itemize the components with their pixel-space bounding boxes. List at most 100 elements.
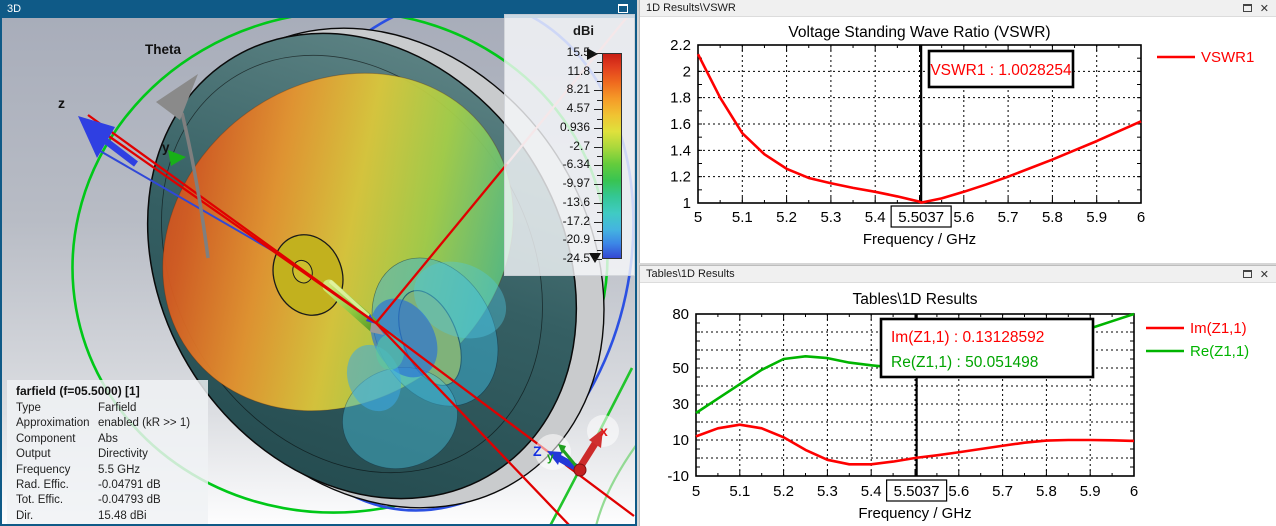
- vswr-panel-title: 1D Results\VSWR: [646, 2, 736, 14]
- triad-origin: [573, 463, 587, 477]
- z-arrowhead: [78, 116, 115, 158]
- x-tick-label: 5.7: [998, 209, 1019, 226]
- x-tick-label: 5.1: [732, 209, 753, 226]
- x-tick-label: 5.2: [776, 209, 797, 226]
- x-tick-label: 5.6: [948, 483, 969, 500]
- x-tick-label: 5.1: [729, 483, 750, 500]
- curve-Im(Z1,1)[interactable]: [695, 423, 1135, 466]
- x-tick-label: 5.6: [953, 209, 974, 226]
- vswr-chart[interactable]: Voltage Standing Wave Ratio (VSWR) 5 5.1 5.…: [640, 17, 1276, 263]
- side-lobe-teal: [376, 334, 404, 370]
- legend-label[interactable]: Re(Z1,1): [1190, 343, 1249, 360]
- y-axis-label: y: [162, 140, 170, 155]
- triad-z-label: Z: [533, 443, 542, 459]
- close-icon[interactable]: ✕: [1259, 3, 1269, 15]
- legend-label[interactable]: Im(Z1,1): [1190, 320, 1247, 337]
- marker-readout: VSWR1 : 1.0028254: [930, 62, 1072, 79]
- chart-title: Voltage Standing Wave Ratio (VSWR): [788, 24, 1050, 41]
- farfield-row: Frequency 5.5 GHz: [16, 463, 141, 476]
- maximize-icon[interactable]: [618, 4, 628, 13]
- farfield-title: farfield (f=05.5000) [1]: [16, 384, 140, 398]
- farfield-row: Component Abs: [16, 432, 118, 445]
- farfield-row: Dir. 15.48 dBi: [16, 509, 147, 522]
- legend-label[interactable]: VSWR1: [1201, 49, 1254, 66]
- triad-x-arrowhead: [589, 429, 603, 448]
- x-tick-label: 5: [694, 209, 702, 226]
- 3d-view-panel: 3D: [0, 0, 637, 526]
- 3d-panel-titlebar[interactable]: 3D: [0, 0, 637, 18]
- close-icon[interactable]: ✕: [1259, 269, 1269, 281]
- y-tick-label: 50: [672, 360, 689, 377]
- marker-x-value-box[interactable]: [890, 205, 952, 228]
- red-axis-line-3: [375, 163, 508, 324]
- x-tick-label: 5.9: [1086, 209, 1107, 226]
- marker-x-value: 5.5037: [898, 209, 944, 226]
- colorbar-tick-label: 0.936: [559, 119, 590, 134]
- y-tick-label: 2.2: [670, 37, 691, 54]
- colorbar-tick-label: -2.7: [569, 138, 590, 153]
- x-tick-label: 5.9: [1080, 483, 1101, 500]
- triad-z-arrowhead: [547, 451, 562, 465]
- marker-readout: Re(Z1,1) : 50.051498: [891, 354, 1038, 371]
- colorbar-max-marker-icon[interactable]: [587, 48, 598, 60]
- colorbar-unit-label: dBi: [573, 23, 594, 38]
- 3d-viewport[interactable]: Theta z y Z y x: [2, 14, 635, 524]
- vswr-panel-titlebar[interactable]: 1D Results\VSWR ✕: [640, 0, 1276, 17]
- colorbar-tick-label: -9.97: [562, 176, 590, 191]
- colorbar-tick-label: 15.5: [566, 45, 590, 59]
- feed-rod-highlight: [329, 280, 372, 319]
- x-tick-label: 5.4: [861, 483, 882, 500]
- x-tick-label: 5.4: [865, 209, 886, 226]
- impedance-chart[interactable]: Tables\1D Results 5 5.1 5.2 5.3 5.4 5.6 5.7 5.8 5…: [640, 283, 1276, 526]
- maximize-icon[interactable]: [1243, 270, 1252, 278]
- colorbar-tick-label: -6.34: [562, 157, 590, 172]
- y-tick-label: 10: [672, 432, 689, 449]
- farfield-row: Approximation enabled (kR >> 1): [16, 417, 191, 430]
- colorbar-tick-label: -24.5: [562, 251, 590, 265]
- tables-panel-title: Tables\1D Results: [646, 268, 735, 280]
- x-tick-label: 5: [692, 483, 700, 500]
- x-axis-title: Frequency / GHz: [858, 505, 971, 522]
- y-tick-label: 1: [683, 195, 691, 212]
- x-axis-title: Frequency / GHz: [863, 231, 976, 248]
- triad-y-arrow: [560, 448, 578, 467]
- colorbar-min-marker-icon[interactable]: [589, 253, 601, 263]
- x-tick-label: 5.3: [820, 209, 841, 226]
- 3d-panel-title: 3D: [7, 3, 22, 15]
- maximize-icon[interactable]: [1243, 4, 1252, 12]
- light-green-arc-corner: [595, 445, 635, 524]
- marker-readout: Im(Z1,1) : 0.13128592: [891, 329, 1044, 346]
- chart-title: Tables\1D Results: [853, 291, 978, 308]
- x-tick-label: 6: [1137, 209, 1145, 226]
- x-tick-label: 5.2: [773, 483, 794, 500]
- x-tick-label: 5.8: [1042, 209, 1063, 226]
- y-tick-label: 1.4: [670, 142, 691, 159]
- y-tick-label: 1.8: [670, 90, 691, 107]
- colorbar-tick-label: 8.21: [566, 82, 590, 97]
- theta-arrowhead: [156, 74, 198, 120]
- theta-label: Theta: [145, 42, 181, 57]
- farfield-row: Tot. Effic. -0.04793 dB: [16, 494, 161, 507]
- marker-x-value: 5.5037: [894, 483, 940, 500]
- marker-x-value-box[interactable]: [886, 479, 948, 502]
- colorbar-tick-label: -20.9: [562, 232, 590, 247]
- curve-VSWR1[interactable]: [696, 53, 1142, 204]
- farfield-info-panel: farfield (f=05.5000) [1] Type Farfield Ap…: [7, 380, 208, 524]
- triad-y-label: y: [547, 450, 554, 464]
- marker-readout-box[interactable]: [879, 317, 1095, 379]
- farfield-row: Output Directivity: [16, 448, 148, 461]
- x-tick-label: 6: [1130, 483, 1138, 500]
- y-tick-label: 30: [672, 396, 689, 413]
- z-arrow-shaft: [100, 135, 138, 167]
- y-tick-label: 1.6: [670, 116, 691, 133]
- marker-readout-box[interactable]: [927, 49, 1075, 89]
- y-tick-label: 2: [683, 63, 691, 80]
- colorbar-gradient[interactable]: [602, 53, 622, 259]
- colorbar-tick-label: 11.8: [567, 63, 590, 78]
- colorbar-tick-label: 4.57: [566, 101, 590, 116]
- tables-panel-titlebar[interactable]: Tables\1D Results ✕: [640, 266, 1276, 283]
- y-tick-label: 80: [672, 306, 689, 323]
- colorbar-panel: dBi 15.5 11.8 8.21 4.57 0.936 -2.7 -6.34 -9.97 -…: [504, 14, 635, 276]
- tables-results-panel: Tables\1D Results ✕ Tables\1D Results 5 5.…: [639, 265, 1276, 526]
